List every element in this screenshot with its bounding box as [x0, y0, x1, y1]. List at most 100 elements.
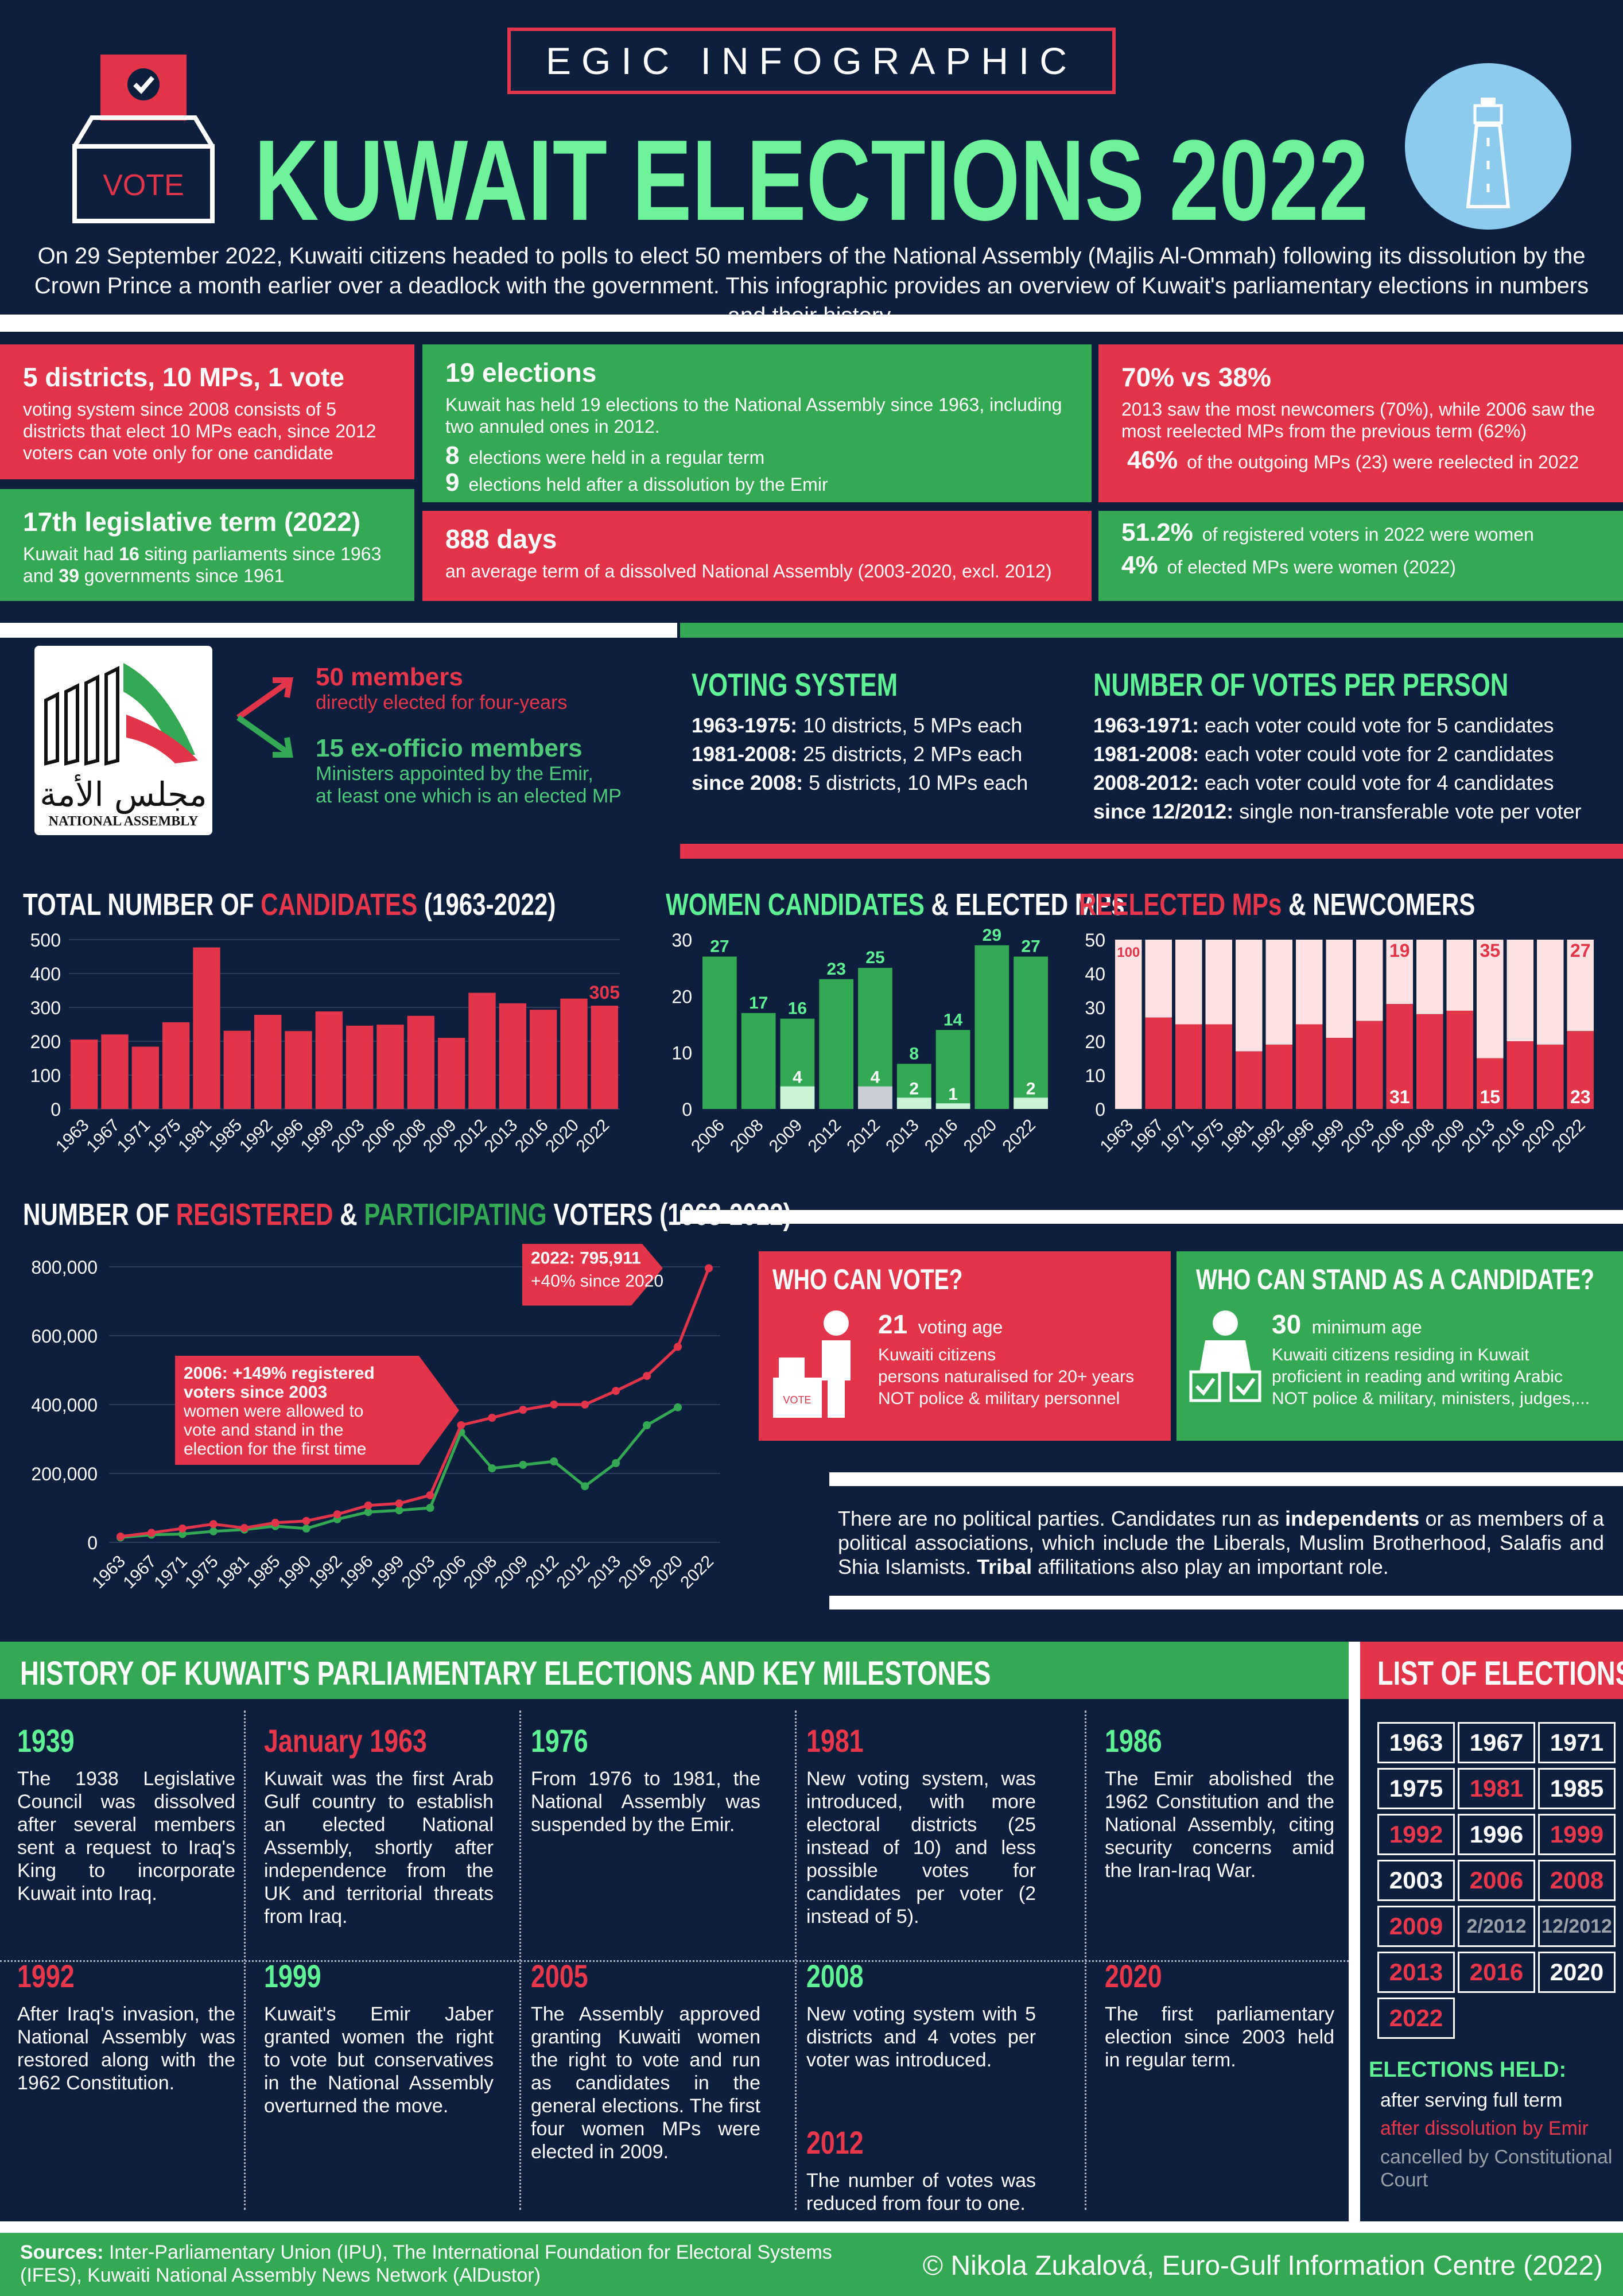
- data-label: 27: [1021, 937, 1040, 956]
- info-row: since 12/2012: single non-transferable v…: [1093, 800, 1582, 823]
- data-label: 8: [909, 1044, 919, 1063]
- annotation-box: [522, 1231, 663, 1306]
- x-tick-label: 1990: [274, 1552, 315, 1593]
- data-label: 29: [983, 928, 1001, 945]
- fact-districts: 5 districts, 10 MPs, 1 vote voting system…: [0, 344, 414, 479]
- bar-newcomers: [1446, 940, 1473, 1011]
- bar-reelected: [1537, 1044, 1564, 1109]
- data-point: [364, 1508, 372, 1517]
- criteria-line: persons naturalised for 20+ years: [878, 1367, 1135, 1386]
- data-point: [117, 1532, 125, 1541]
- x-tick-label: 1992: [1247, 1116, 1288, 1157]
- history-item: 2020 The first parliamentary election sin…: [1105, 1958, 1334, 2071]
- x-tick-label: 2013: [1458, 1116, 1499, 1157]
- info-row: 1963-1975: 10 districts, 5 MPs each: [692, 713, 1023, 737]
- bar: [438, 1038, 465, 1109]
- bar: [223, 1030, 251, 1109]
- bar-candidates: [702, 956, 737, 1109]
- data-label: 35: [1480, 940, 1500, 961]
- fact-elections: 19 elections Kuwait has held 19 elections…: [422, 344, 1092, 502]
- bar-newcomers: [1265, 940, 1292, 1045]
- election-year: 2016: [1458, 1952, 1535, 1993]
- data-point: [674, 1343, 682, 1351]
- x-tick-label: 2012: [553, 1552, 594, 1593]
- divider: [0, 623, 677, 638]
- x-tick-label: 2008: [727, 1116, 767, 1157]
- x-tick-label: 2008: [1398, 1116, 1439, 1157]
- history-item: 1976 From 1976 to 1981, the National Asse…: [531, 1723, 760, 1836]
- data-label: 19: [1389, 940, 1410, 961]
- bar: [285, 1031, 312, 1109]
- y-tick-label: 30: [671, 930, 692, 951]
- x-tick-label: 2016: [615, 1552, 656, 1593]
- bar-newcomers: [1567, 940, 1594, 1031]
- bar-newcomers: [1205, 940, 1232, 1025]
- x-tick-label: 1999: [367, 1552, 408, 1593]
- info-row: since 2008: 5 districts, 10 MPs each: [692, 771, 1028, 794]
- annotation-text: +40% since 2020: [531, 1271, 663, 1290]
- ballot-box-icon: VOTE: [69, 55, 218, 227]
- credit: © Nikola Zukalová, Euro-Gulf Information…: [922, 2251, 1603, 2281]
- x-tick-label: 1971: [150, 1552, 191, 1593]
- y-tick-label: 10: [1085, 1065, 1105, 1086]
- annotation-text: 2022: 795,911: [531, 1248, 641, 1267]
- bar-elected: [1014, 1097, 1048, 1109]
- y-tick-label: 50: [1085, 930, 1105, 951]
- bar-candidates: [819, 979, 854, 1109]
- bar-reelected: [1356, 1021, 1383, 1109]
- x-tick-label: 1999: [1307, 1116, 1348, 1157]
- election-year: 12/2012: [1538, 1906, 1616, 1947]
- x-tick-label: 1996: [336, 1552, 377, 1593]
- x-tick-label: 2008: [460, 1552, 501, 1593]
- bar: [499, 1003, 526, 1109]
- election-year: 1999: [1538, 1814, 1616, 1855]
- data-label: 14: [943, 1010, 963, 1029]
- y-tick-label: 20: [671, 986, 692, 1007]
- y-tick-label: 0: [51, 1099, 61, 1120]
- data-point: [333, 1510, 341, 1519]
- data-point: [364, 1501, 372, 1510]
- data-point: [581, 1482, 589, 1491]
- history-item: 1999 Kuwait's Emir Jaber granted women th…: [264, 1958, 494, 2117]
- history-item: January 1963 Kuwait was the first Arab Gu…: [264, 1723, 494, 1927]
- bar-newcomers: [1477, 940, 1504, 1058]
- voting-system: VOTING SYSTEM 1963-1975: 10 districts, 5…: [692, 666, 1047, 797]
- data-point: [550, 1400, 558, 1409]
- bar-newcomers: [1175, 940, 1202, 1025]
- members-exofficio: 15 ex-officio members: [316, 734, 583, 762]
- data-label: 31: [1389, 1087, 1410, 1107]
- y-tick-label: 200: [30, 1031, 61, 1052]
- y-tick-label: 400: [30, 964, 61, 984]
- x-tick-label: 1975: [1187, 1116, 1228, 1157]
- bar: [468, 992, 496, 1109]
- x-tick-label: 1985: [243, 1552, 284, 1593]
- data-point: [612, 1387, 620, 1395]
- criteria-line: NOT police & military personnel: [878, 1389, 1120, 1408]
- info-row: 1981-2008: each voter could vote for 2 c…: [1093, 742, 1554, 766]
- data-label: 4: [793, 1068, 802, 1087]
- y-tick-label: 0: [1095, 1099, 1105, 1120]
- chart-reelected: REELECTED MPs & NEWCOMERS 0 10 20 30 40 50 100…: [1079, 887, 1607, 1180]
- history-timeline: 1939 The 1938 Legislative Council was dis…: [0, 1699, 1349, 2221]
- fact-term: 17th legislative term (2022) Kuwait had …: [0, 489, 414, 601]
- x-tick-label: 1981: [212, 1552, 253, 1593]
- annotation-text: women were allowed to: [183, 1402, 364, 1421]
- x-tick-label: 1992: [305, 1552, 346, 1593]
- x-tick-label: 2012: [843, 1116, 884, 1157]
- y-tick-label: 300: [30, 998, 61, 1018]
- data-point: [302, 1517, 310, 1525]
- x-tick-label: 2022: [573, 1116, 614, 1157]
- x-tick-label: 1963: [88, 1552, 129, 1593]
- bar-candidates: [935, 1030, 970, 1109]
- x-tick-label: 1975: [144, 1116, 185, 1157]
- svg-text:VOTE: VOTE: [783, 1394, 811, 1406]
- bar: [346, 1025, 374, 1109]
- data-label: 4: [871, 1068, 880, 1087]
- y-tick-label: 200,000: [31, 1464, 98, 1484]
- x-tick-label: 1992: [236, 1116, 277, 1157]
- bar-reelected: [1296, 1024, 1323, 1109]
- election-year: 1992: [1377, 1814, 1455, 1855]
- bar-newcomers: [1416, 940, 1443, 1014]
- fact-newcomers: 70% vs 38% 2013 saw the most newcomers (7…: [1098, 344, 1623, 502]
- data-label: 23: [1570, 1087, 1591, 1107]
